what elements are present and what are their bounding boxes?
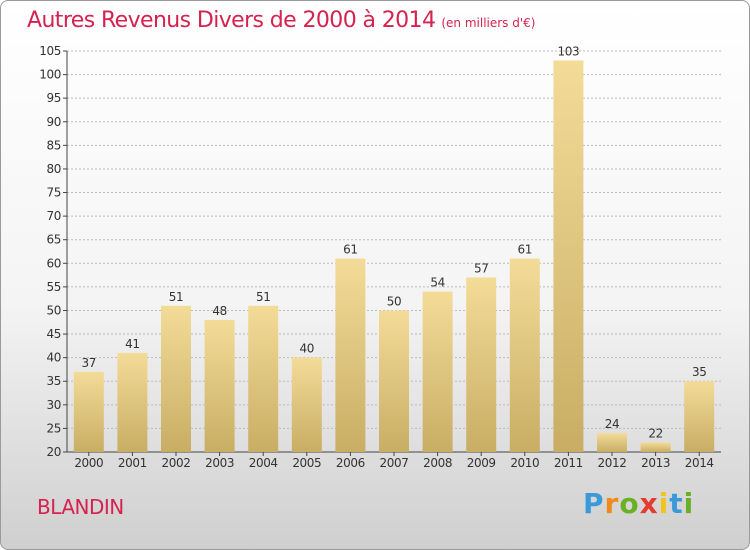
bar (335, 258, 366, 452)
data-label: 41 (125, 337, 139, 351)
bar (117, 352, 148, 452)
x-tick-label: 2010 (510, 456, 539, 470)
y-tick-label: 40 (47, 351, 61, 365)
y-tick-label: 20 (47, 445, 61, 459)
proxiti-logo: Proxiti (583, 487, 694, 520)
bar (597, 433, 627, 452)
bar (684, 381, 715, 452)
axes: 20 25 30 35 40 45 50 55 60 65 70 75 80 85 90 95 100 105 20… (39, 44, 721, 470)
bar (248, 305, 279, 452)
data-label: 24 (605, 417, 619, 431)
bar (640, 442, 671, 452)
x-tick-label: 2012 (598, 456, 627, 470)
x-tick-label: 2014 (685, 456, 714, 470)
bar (422, 291, 453, 452)
x-tick-label: 2008 (423, 456, 452, 470)
brand-letter: i (658, 487, 670, 520)
data-label: 51 (256, 290, 270, 304)
bar (204, 319, 235, 452)
y-tick-label: 80 (47, 162, 61, 176)
data-label: 103 (558, 44, 580, 58)
x-tick-label: 2005 (292, 456, 321, 470)
y-tick-label: 55 (47, 280, 61, 294)
x-tick-label: 2013 (641, 456, 670, 470)
y-tick-label: 50 (47, 303, 61, 317)
y-tick-label: 75 (47, 186, 61, 200)
brand-letter: i (683, 487, 695, 520)
y-tick-label: 95 (47, 91, 61, 105)
x-tick-label: 2009 (467, 456, 496, 470)
bar (379, 310, 409, 452)
y-tick-label: 90 (47, 115, 61, 129)
brand-letter: o (619, 487, 640, 520)
brand-letter: P (583, 487, 605, 520)
chart-title: Autres Revenus Divers de 2000 à 2014 (en … (27, 8, 535, 33)
data-label: 57 (474, 261, 488, 275)
x-tick-label: 2002 (162, 456, 191, 470)
title-text: Autres Revenus Divers de 2000 à 2014 (27, 8, 436, 33)
brand-letter: t (669, 487, 684, 520)
y-tick-label: 25 (47, 421, 61, 435)
x-tick-label: 2000 (74, 456, 103, 470)
y-tick-label: 45 (47, 327, 61, 341)
data-label: 35 (692, 365, 706, 379)
data-label: 51 (169, 290, 183, 304)
x-tick-label: 2003 (205, 456, 234, 470)
commune-name: BLANDIN (37, 495, 124, 519)
data-label: 40 (300, 342, 314, 356)
data-label: 61 (343, 243, 357, 257)
y-tick-label: 30 (47, 398, 61, 412)
data-label: 37 (82, 356, 96, 370)
bar (509, 258, 540, 452)
y-tick-label: 85 (47, 138, 61, 152)
x-tick-label: 2004 (249, 456, 278, 470)
x-tick-label: 2006 (336, 456, 365, 470)
data-label: 22 (648, 427, 662, 441)
y-tick-label: 60 (47, 256, 61, 270)
y-tick-label: 100 (39, 68, 61, 82)
data-label: 48 (212, 304, 226, 318)
y-tick-label: 35 (47, 374, 61, 388)
data-labels: 37 41 51 48 51 40 61 50 54 57 61 103 24 22 35 (82, 44, 707, 440)
data-label: 54 (430, 276, 444, 290)
y-tick-label: 70 (47, 209, 61, 223)
bar (291, 357, 322, 452)
data-label: 61 (518, 243, 532, 257)
bars (73, 60, 715, 452)
x-tick-label: 2011 (554, 456, 583, 470)
bar (466, 277, 497, 452)
bar (553, 60, 584, 452)
chart-subtitle: (en milliers d'€) (441, 16, 536, 30)
bar (161, 305, 191, 452)
bar (73, 371, 104, 452)
data-label: 50 (387, 294, 401, 308)
y-tick-label: 65 (47, 233, 61, 247)
brand-letter: x (639, 487, 659, 520)
x-tick-label: 2001 (118, 456, 147, 470)
x-tick-label: 2007 (380, 456, 409, 470)
brand-letter: r (604, 487, 620, 520)
y-tick-label: 105 (39, 44, 61, 58)
